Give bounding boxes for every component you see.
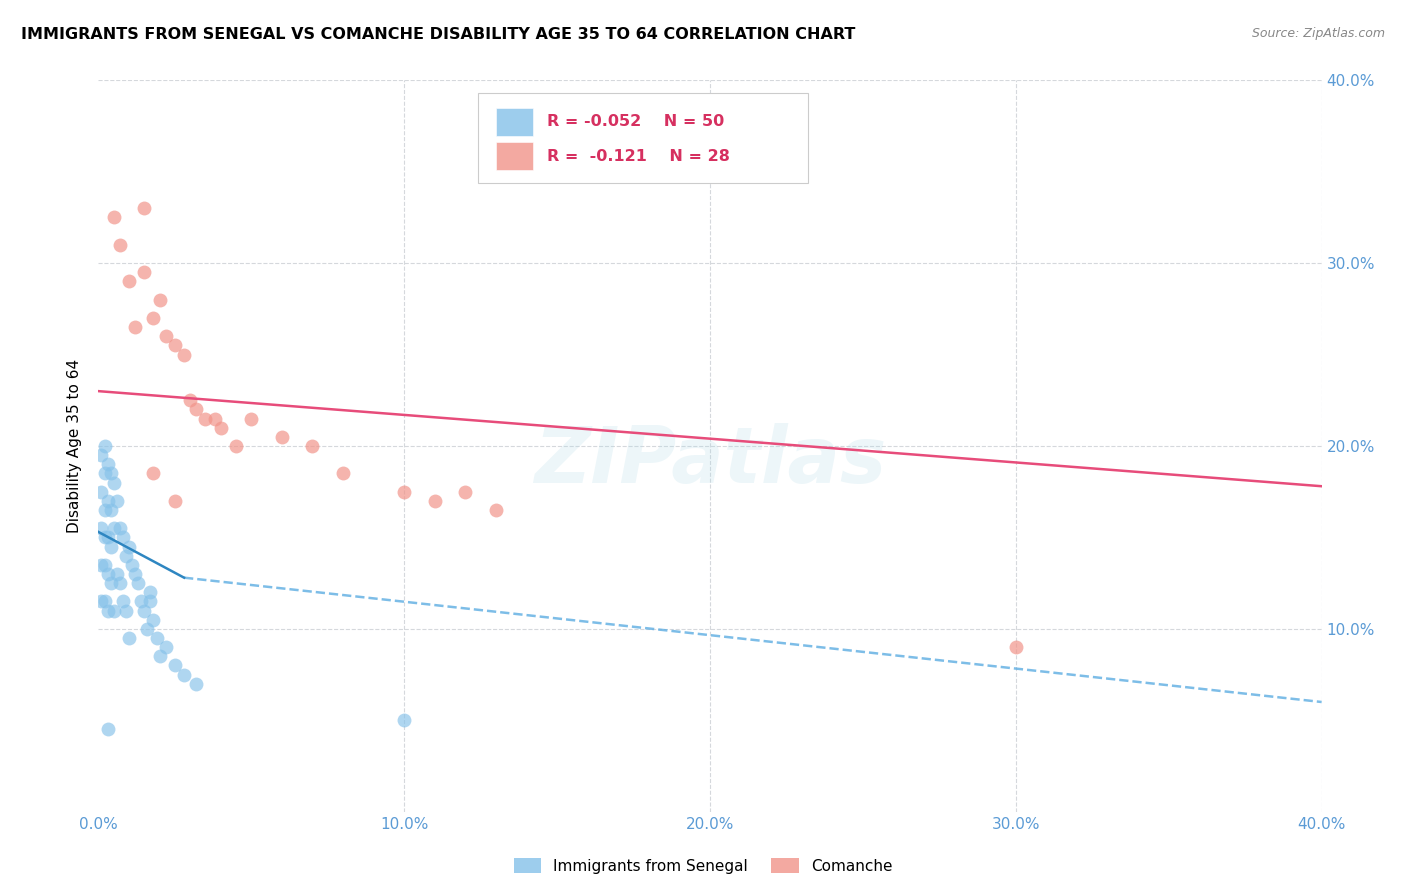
Point bbox=[454, 484, 477, 499]
Point bbox=[129, 594, 152, 608]
Point bbox=[93, 439, 115, 453]
Point bbox=[105, 493, 128, 508]
Text: Source: ZipAtlas.com: Source: ZipAtlas.com bbox=[1251, 27, 1385, 40]
Text: IMMIGRANTS FROM SENEGAL VS COMANCHE DISABILITY AGE 35 TO 64 CORRELATION CHART: IMMIGRANTS FROM SENEGAL VS COMANCHE DISA… bbox=[21, 27, 855, 42]
Point bbox=[90, 484, 112, 499]
Point bbox=[93, 558, 115, 572]
Y-axis label: Disability Age 35 to 64: Disability Age 35 to 64 bbox=[67, 359, 83, 533]
Point bbox=[423, 493, 446, 508]
Point bbox=[209, 421, 232, 435]
Point bbox=[103, 475, 125, 490]
Point bbox=[173, 667, 195, 681]
Point bbox=[97, 458, 120, 472]
Point bbox=[111, 594, 134, 608]
Point bbox=[103, 211, 125, 225]
Point bbox=[90, 448, 112, 462]
Point bbox=[155, 329, 177, 343]
Point bbox=[90, 558, 112, 572]
Point bbox=[93, 594, 115, 608]
Point bbox=[485, 503, 508, 517]
Point bbox=[139, 594, 162, 608]
Point bbox=[93, 503, 115, 517]
Point bbox=[100, 467, 122, 481]
Point bbox=[111, 530, 134, 544]
Point bbox=[103, 521, 125, 535]
Text: R =  -0.121    N = 28: R = -0.121 N = 28 bbox=[547, 149, 730, 164]
Point bbox=[142, 467, 165, 481]
Point bbox=[105, 567, 128, 582]
Point bbox=[115, 549, 138, 563]
Point bbox=[90, 594, 112, 608]
Point bbox=[179, 393, 201, 408]
Point bbox=[155, 640, 177, 655]
FancyBboxPatch shape bbox=[496, 108, 533, 136]
Point bbox=[240, 411, 263, 425]
Point bbox=[100, 540, 122, 554]
Point bbox=[93, 530, 115, 544]
Text: R = -0.052    N = 50: R = -0.052 N = 50 bbox=[547, 114, 724, 129]
Point bbox=[124, 320, 146, 334]
Point bbox=[149, 293, 172, 307]
Point bbox=[225, 439, 247, 453]
Point bbox=[163, 338, 186, 352]
Point bbox=[121, 558, 143, 572]
Point bbox=[118, 275, 141, 289]
Point bbox=[194, 411, 217, 425]
Point bbox=[204, 411, 226, 425]
Point bbox=[97, 530, 120, 544]
Point bbox=[93, 467, 115, 481]
Point bbox=[97, 723, 120, 737]
Point bbox=[1004, 640, 1026, 655]
Point bbox=[97, 567, 120, 582]
Point bbox=[301, 439, 323, 453]
Point bbox=[139, 585, 162, 599]
Point bbox=[90, 521, 112, 535]
Point bbox=[108, 238, 131, 252]
Point bbox=[118, 540, 141, 554]
Legend: Immigrants from Senegal, Comanche: Immigrants from Senegal, Comanche bbox=[508, 852, 898, 880]
Point bbox=[163, 493, 186, 508]
Point bbox=[173, 348, 195, 362]
Point bbox=[100, 576, 122, 591]
Point bbox=[142, 613, 165, 627]
Point bbox=[186, 676, 208, 690]
Point bbox=[392, 714, 416, 728]
Point bbox=[136, 622, 159, 636]
Point bbox=[115, 603, 138, 617]
Point bbox=[108, 521, 131, 535]
Point bbox=[97, 493, 120, 508]
Point bbox=[103, 603, 125, 617]
Point bbox=[124, 567, 146, 582]
Point bbox=[100, 503, 122, 517]
Point bbox=[108, 576, 131, 591]
Point bbox=[142, 311, 165, 326]
Point bbox=[127, 576, 149, 591]
FancyBboxPatch shape bbox=[478, 94, 808, 183]
Text: ZIPatlas: ZIPatlas bbox=[534, 423, 886, 499]
Point bbox=[134, 603, 156, 617]
Point bbox=[149, 649, 172, 664]
Point bbox=[392, 484, 416, 499]
Point bbox=[332, 467, 354, 481]
Point bbox=[97, 603, 120, 617]
Point bbox=[270, 430, 292, 444]
Point bbox=[163, 658, 186, 673]
FancyBboxPatch shape bbox=[496, 143, 533, 170]
Point bbox=[186, 402, 208, 417]
Point bbox=[134, 202, 156, 216]
Point bbox=[134, 265, 156, 279]
Point bbox=[145, 631, 167, 645]
Point bbox=[118, 631, 141, 645]
